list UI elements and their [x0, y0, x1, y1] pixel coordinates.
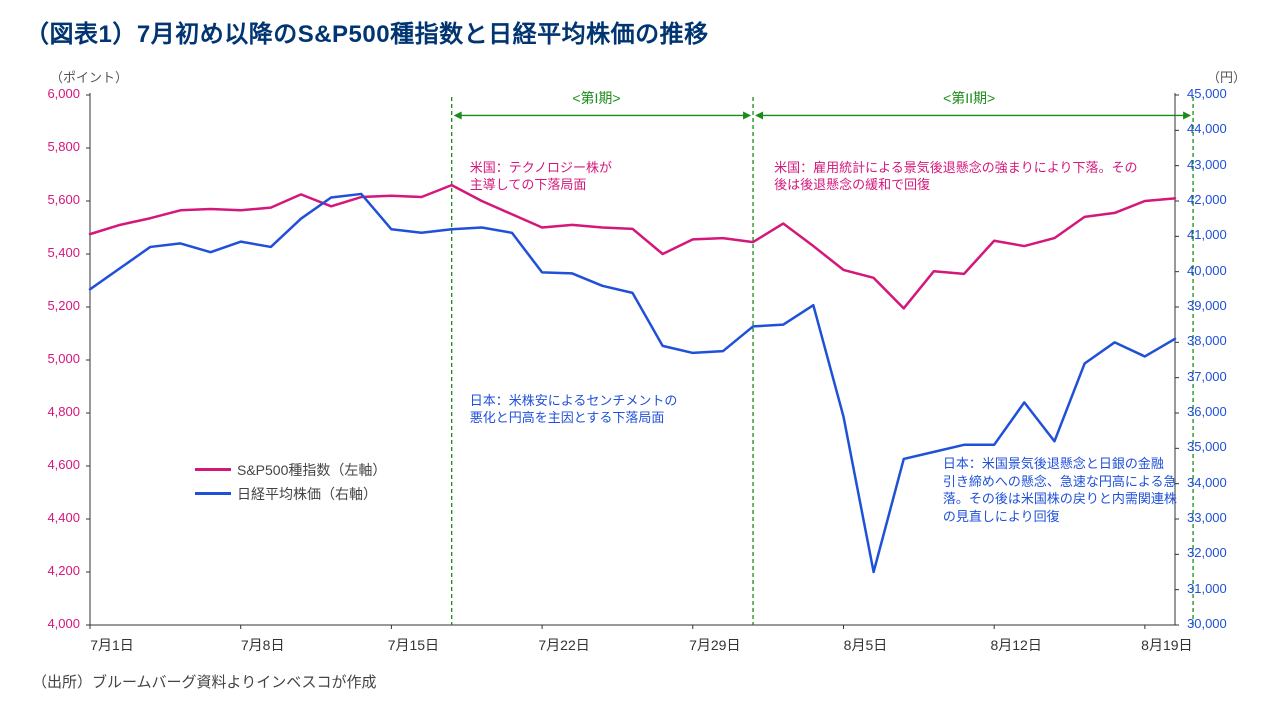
- x-tick-label: 7月22日: [538, 635, 589, 655]
- right-tick-label: 43,000: [1187, 157, 1247, 172]
- legend-swatch: [195, 468, 231, 471]
- left-tick-label: 5,200: [20, 298, 80, 313]
- right-axis-unit: （円）: [1207, 67, 1246, 86]
- chart-plot: [0, 0, 1280, 720]
- x-tick-label: 8月12日: [990, 635, 1041, 655]
- left-tick-label: 5,800: [20, 139, 80, 154]
- right-tick-label: 35,000: [1187, 439, 1247, 454]
- right-tick-label: 36,000: [1187, 404, 1247, 419]
- chart-root: （図表1）7月初め以降のS&P500種指数と日経平均株価の推移 （出所）ブルーム…: [0, 0, 1280, 720]
- right-tick-label: 30,000: [1187, 616, 1247, 631]
- right-tick-label: 42,000: [1187, 192, 1247, 207]
- left-tick-label: 4,200: [20, 563, 80, 578]
- left-tick-label: 5,000: [20, 351, 80, 366]
- annotation-text: 米国：テクノロジー株が 主導しての下落局面: [470, 159, 612, 194]
- right-tick-label: 44,000: [1187, 121, 1247, 136]
- x-tick-label: 8月19日: [1141, 635, 1192, 655]
- right-tick-label: 39,000: [1187, 298, 1247, 313]
- legend-label: S&P500種指数（左軸）: [237, 460, 386, 480]
- x-tick-label: 7月15日: [388, 635, 439, 655]
- left-axis-unit: （ポイント）: [50, 67, 128, 86]
- x-tick-label: 8月5日: [844, 635, 888, 655]
- legend-label: 日経平均株価（右軸）: [237, 484, 377, 504]
- annotation-text: 日本：米国景気後退懸念と日銀の金融 引き締めへの懸念、急速な円高による急 落。そ…: [943, 455, 1177, 525]
- annotation-text: 米国：雇用統計による景気後退懸念の強まりにより下落。その 後は後退懸念の緩和で回…: [774, 159, 1137, 194]
- right-tick-label: 32,000: [1187, 545, 1247, 560]
- right-tick-label: 31,000: [1187, 581, 1247, 596]
- left-tick-label: 4,800: [20, 404, 80, 419]
- right-tick-label: 38,000: [1187, 333, 1247, 348]
- right-tick-label: 37,000: [1187, 369, 1247, 384]
- annotation-text: 日本：米株安によるセンチメントの 悪化と円高を主因とする下落局面: [470, 392, 678, 427]
- right-tick-label: 33,000: [1187, 510, 1247, 525]
- left-tick-label: 5,400: [20, 245, 80, 260]
- right-tick-label: 40,000: [1187, 263, 1247, 278]
- left-tick-label: 5,600: [20, 192, 80, 207]
- right-tick-label: 34,000: [1187, 475, 1247, 490]
- x-tick-label: 7月8日: [241, 635, 285, 655]
- left-tick-label: 4,000: [20, 616, 80, 631]
- left-tick-label: 4,600: [20, 457, 80, 472]
- right-tick-label: 41,000: [1187, 227, 1247, 242]
- left-tick-label: 6,000: [20, 86, 80, 101]
- legend-swatch: [195, 492, 231, 495]
- period-label: <第I期>: [572, 88, 620, 108]
- period-label: <第II期>: [943, 88, 995, 108]
- right-tick-label: 45,000: [1187, 86, 1247, 101]
- x-tick-label: 7月1日: [90, 635, 134, 655]
- left-tick-label: 4,400: [20, 510, 80, 525]
- x-tick-label: 7月29日: [689, 635, 740, 655]
